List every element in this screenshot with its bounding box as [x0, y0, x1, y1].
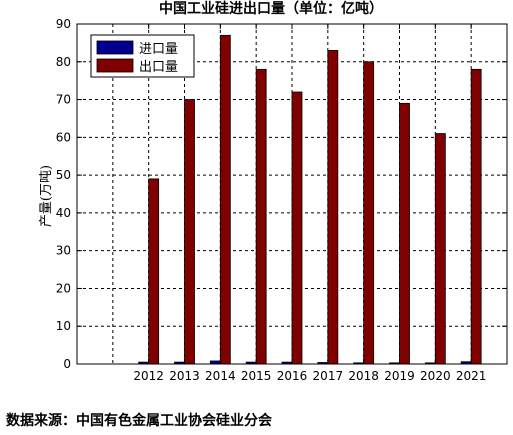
x-tick-label: 2020 [420, 369, 451, 383]
y-tick-label: 80 [56, 55, 71, 69]
y-tick-label: 60 [56, 130, 71, 144]
y-tick-label: 90 [56, 17, 71, 31]
legend-swatch-import [96, 40, 134, 55]
y-tick-label: 10 [56, 319, 71, 333]
y-axis-label: 产量(万吨) [39, 165, 54, 227]
source-note: 数据来源：中国有色金属工业协会硅业分会 [6, 413, 272, 429]
bar-export [219, 34, 231, 365]
bar-export [399, 102, 410, 365]
y-tick-label: 40 [56, 206, 71, 220]
bar-export [470, 68, 482, 365]
x-tick-label: 2014 [205, 369, 236, 383]
bar-export [184, 99, 195, 365]
bar-export [291, 91, 303, 365]
legend-label-export: 出口量 [139, 60, 178, 75]
x-tick-label: 2012 [133, 369, 164, 383]
bar-export [327, 50, 339, 365]
legend-label-import: 进口量 [139, 42, 178, 57]
bar-chart: 中国工业硅进出口量（单位：亿吨） 产量(万吨) 0 10 20 30 40 50 60 70 8… [39, 0, 508, 383]
y-tick-label: 0 [63, 357, 71, 371]
bar-export [255, 68, 267, 365]
x-tick-label: 2019 [384, 369, 415, 383]
bar-export [434, 133, 446, 365]
x-tick-label: 2013 [169, 369, 200, 383]
chart-title: 中国工业硅进出口量（单位：亿吨） [159, 0, 383, 17]
x-tick-label: 2021 [456, 369, 487, 383]
x-tick-label: 2015 [241, 369, 272, 383]
x-tick-label: 2018 [348, 369, 379, 383]
x-tick-label: 2017 [313, 369, 344, 383]
y-tick-label: 50 [56, 168, 71, 182]
bar-export [363, 61, 375, 365]
y-tick-label: 20 [56, 281, 71, 295]
y-tick-label: 70 [56, 93, 71, 107]
plot-area: 0 10 20 30 40 50 60 70 80 90 2012 2013 2014 2015 2016 2… [56, 17, 508, 383]
bar-export [148, 178, 160, 365]
x-tick-label: 2016 [277, 369, 308, 383]
legend-swatch-export [96, 58, 134, 73]
y-tick-label: 30 [56, 244, 71, 258]
